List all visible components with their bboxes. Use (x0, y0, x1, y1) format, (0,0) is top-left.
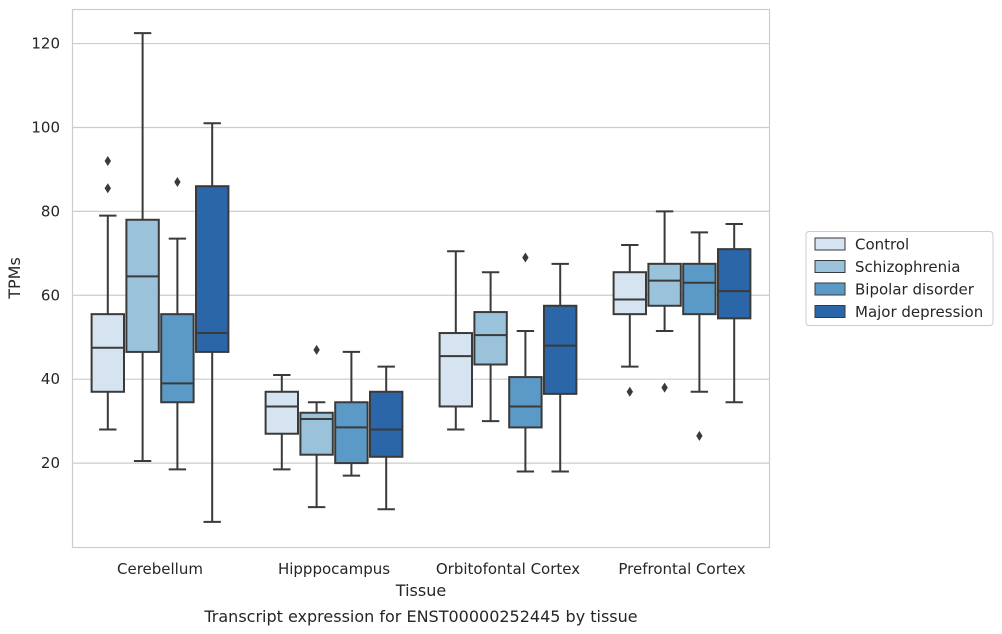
y-tick-label: 60 (41, 286, 60, 304)
legend: Control Schizophrenia Bipolar disorder Majo… (805, 231, 994, 326)
outlier-marker (313, 344, 320, 355)
box-bipolar-disorder (682, 231, 717, 441)
outlier-marker (661, 382, 668, 393)
box-major-depression (717, 222, 752, 404)
outlier-marker (626, 386, 633, 397)
box-body (369, 390, 404, 458)
box-body (195, 185, 230, 353)
boxes (90, 32, 752, 523)
box-body (264, 390, 300, 435)
x-tick-label: Orbitofontal Cortex (436, 560, 580, 578)
box-schizophrenia (299, 344, 334, 509)
legend-frame (805, 231, 994, 326)
box-schizophrenia (125, 32, 160, 462)
box-control (438, 250, 474, 431)
chart-caption: Transcript expression for ENST0000025244… (203, 607, 637, 626)
x-tick-labels: Cerebellum Hipppocampus Orbitofontal Corte… (117, 560, 746, 578)
y-tick-label: 120 (31, 35, 60, 53)
box-body (438, 332, 474, 408)
outlier-marker (104, 156, 111, 167)
box-body (160, 313, 195, 404)
x-axis-label: Tissue (395, 581, 446, 600)
box-body (682, 262, 717, 316)
box-bipolar-disorder (334, 350, 369, 477)
box-bipolar-disorder (160, 177, 195, 471)
outlier-marker (522, 252, 529, 263)
legend-label: Control (855, 236, 909, 254)
box-body (125, 218, 160, 353)
plot-frame (71, 8, 771, 549)
legend-label: Major depression (855, 303, 983, 321)
box-body (473, 311, 508, 366)
legend-items: Control Schizophrenia Bipolar disorder Majo… (814, 236, 983, 321)
box-body (334, 401, 369, 465)
legend-swatch (814, 305, 846, 318)
y-tick-label: 20 (41, 454, 60, 472)
box-major-depression (543, 262, 578, 473)
box-major-depression (369, 365, 404, 511)
y-tick-label: 80 (41, 202, 60, 220)
box-control (612, 243, 647, 397)
x-tick-label: Cerebellum (117, 560, 203, 578)
box-schizophrenia (473, 271, 508, 423)
box-body (717, 248, 752, 320)
box-body (508, 376, 543, 429)
legend-swatch (814, 237, 846, 251)
x-tick-label: Hipppocampus (278, 560, 390, 578)
outlier-marker (174, 177, 181, 188)
box-body (543, 304, 578, 395)
outlier-marker (104, 183, 111, 194)
box-body (612, 271, 647, 316)
y-tick-label: 40 (41, 370, 60, 388)
box-control (264, 373, 300, 471)
legend-label: Schizophrenia (855, 258, 960, 276)
legend-label: Bipolar disorder (855, 281, 975, 299)
box-bipolar-disorder (508, 252, 543, 473)
y-tick-labels: 20 40 60 80 100 120 (31, 35, 60, 473)
box-major-depression (195, 122, 230, 523)
box-control (90, 156, 125, 431)
y-axis-label: TPMs (5, 257, 24, 300)
box-body (647, 262, 682, 307)
y-tick-label: 100 (31, 118, 60, 136)
x-tick-label: Prefrontal Cortex (618, 560, 745, 578)
box-body (90, 313, 125, 393)
outlier-marker (696, 430, 703, 441)
legend-swatch (814, 282, 846, 296)
legend-swatch (814, 260, 846, 273)
box-schizophrenia (647, 210, 682, 393)
